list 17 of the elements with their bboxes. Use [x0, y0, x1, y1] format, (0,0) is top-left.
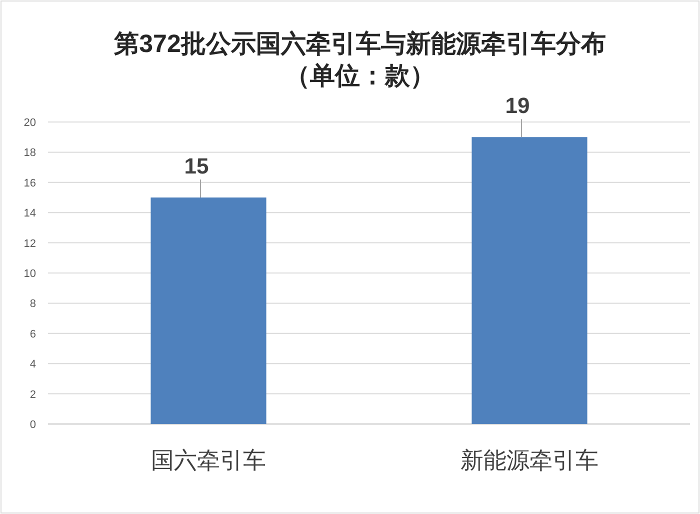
chart-subtitle: （单位：款） [285, 62, 435, 90]
y-tick-label: 18 [24, 147, 36, 160]
y-tick-label: 0 [30, 419, 36, 431]
y-tick-label: 4 [30, 358, 36, 371]
data-label: 15 [184, 154, 209, 178]
chart-title: 第372批公示国六牵引车与新能源牵引车分布 [113, 30, 606, 58]
y-tick-label: 10 [24, 268, 36, 280]
y-tick-label: 16 [24, 177, 36, 190]
y-tick-label: 12 [24, 238, 36, 250]
x-tick-label: 新能源牵引车 [460, 447, 598, 473]
x-tick-label: 国六牵引车 [151, 447, 266, 473]
y-tick-label: 20 [24, 117, 36, 129]
data-label: 19 [505, 93, 530, 118]
y-tick-label: 6 [30, 328, 36, 340]
y-tick-label: 14 [24, 208, 36, 220]
y-tick-label: 2 [30, 388, 36, 401]
y-tick-label: 8 [30, 298, 36, 310]
